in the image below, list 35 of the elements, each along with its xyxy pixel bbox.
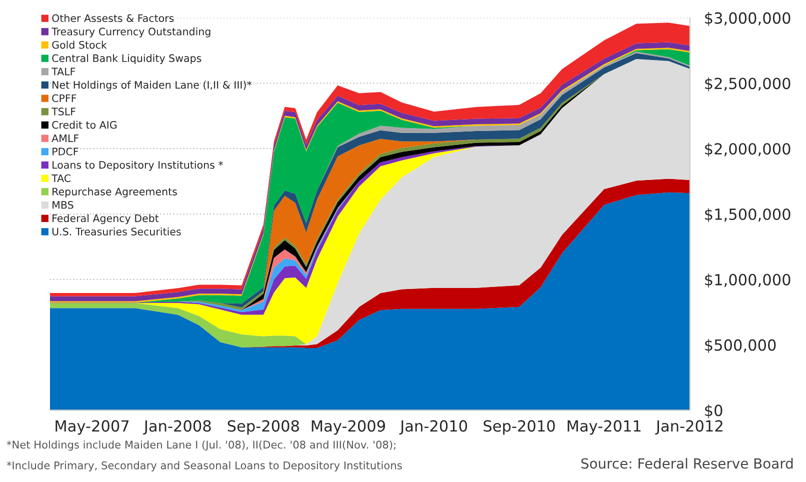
legend-label: Gold Stock	[52, 40, 107, 49]
x-tick-label: Sep-2008	[228, 420, 299, 435]
legend-label: PDCF	[52, 148, 78, 156]
text: *Include Primary, Secondary and Seasonal Loans to Depository Institutions	[6, 461, 402, 472]
legend-label: Credit to AIG	[52, 120, 116, 129]
y-tick-label: $3,000,000	[705, 12, 790, 26]
legend-label: TALF	[52, 68, 76, 76]
x-tick-label: May-2011	[568, 420, 641, 435]
legend-label: Federal Agency Debt	[52, 214, 159, 224]
legend-label: U.S. Treasuries Securities	[52, 228, 181, 236]
y-tick-label: $2,500,000	[705, 77, 790, 92]
legend-label: Treasury Currency Outstanding	[52, 27, 210, 38]
x-tick-label: May-2007	[56, 420, 129, 435]
legend-label: TSLF	[52, 108, 76, 116]
legend-label: Repurchase Agreements	[52, 188, 177, 198]
legend-label: CPFF	[52, 94, 76, 102]
x-tick-label: Sep-2010	[484, 420, 555, 435]
text: *Net Holdings include Maiden Lane I (Jul. '08), II(Dec. '08 and III(Nov. '08);	[6, 440, 396, 451]
x-tick-label: Jan-2010	[399, 420, 468, 435]
y-tick-label: $2,000,000	[705, 142, 790, 157]
source-note: Source: Federal Reserve Board	[581, 458, 793, 469]
x-tick-label: Jan-2008	[143, 420, 211, 435]
legend-label: Other Assests & Factors	[52, 14, 174, 22]
x-tick-label: May-2009	[312, 420, 386, 435]
legend-label: AMLF	[52, 134, 78, 142]
legend-label: MBS	[52, 201, 74, 209]
legend-label: Central Bank Liquidity Swaps	[52, 54, 202, 64]
y-tick-label: $1,000,000	[705, 274, 790, 288]
legend-label: Net Holdings of Maiden Lane (I,II & III)*	[52, 80, 252, 91]
y-tick-label: $1,500,000	[705, 208, 790, 222]
y-tick-label: $500,000	[705, 338, 776, 353]
legend-label: Loans to Depository Institutions *	[52, 160, 224, 171]
x-tick-label: Jan-2012	[655, 420, 722, 435]
y-tick-label: $0	[705, 404, 722, 418]
legend-label: TAC	[52, 174, 71, 182]
